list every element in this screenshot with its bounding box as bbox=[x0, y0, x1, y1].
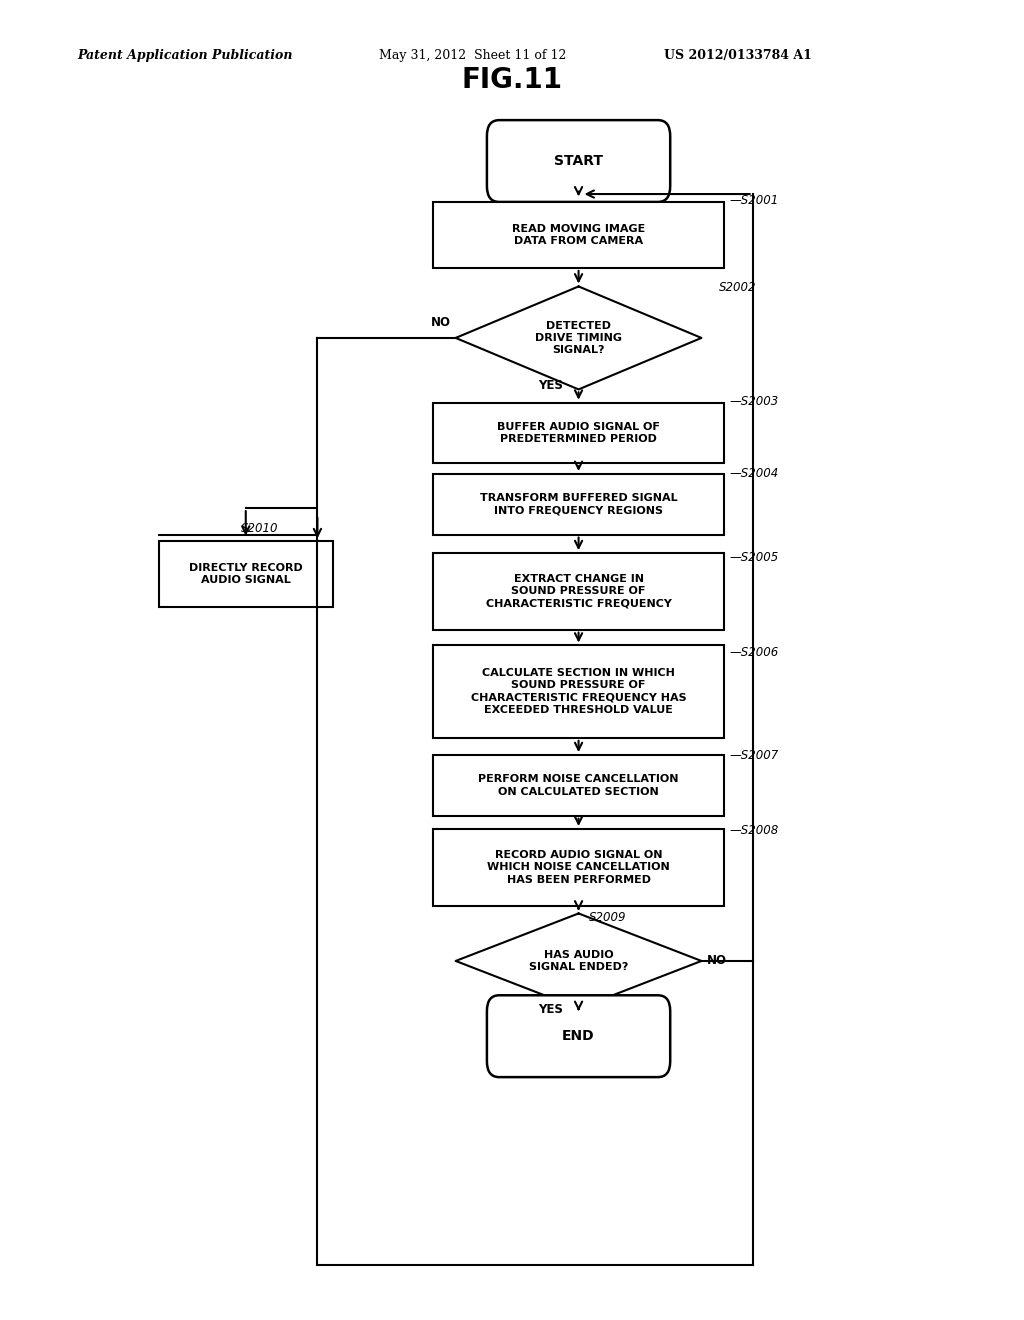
Text: DETECTED
DRIVE TIMING
SIGNAL?: DETECTED DRIVE TIMING SIGNAL? bbox=[536, 321, 622, 355]
Text: PERFORM NOISE CANCELLATION
ON CALCULATED SECTION: PERFORM NOISE CANCELLATION ON CALCULATED… bbox=[478, 775, 679, 796]
Bar bbox=[432, 755, 725, 816]
Text: —S2008: —S2008 bbox=[729, 824, 779, 837]
Bar bbox=[159, 541, 333, 607]
Text: FIG.11: FIG.11 bbox=[462, 66, 562, 94]
Text: TRANSFORM BUFFERED SIGNAL
INTO FREQUENCY REGIONS: TRANSFORM BUFFERED SIGNAL INTO FREQUENCY… bbox=[480, 494, 677, 515]
Text: —S2006: —S2006 bbox=[729, 645, 779, 659]
Polygon shape bbox=[456, 286, 701, 389]
Text: May 31, 2012  Sheet 11 of 12: May 31, 2012 Sheet 11 of 12 bbox=[379, 49, 566, 62]
Text: DIRECTLY RECORD
AUDIO SIGNAL: DIRECTLY RECORD AUDIO SIGNAL bbox=[188, 564, 303, 585]
Text: YES: YES bbox=[539, 1003, 563, 1016]
Text: CALCULATE SECTION IN WHICH
SOUND PRESSURE OF
CHARACTERISTIC FREQUENCY HAS
EXCEED: CALCULATE SECTION IN WHICH SOUND PRESSUR… bbox=[471, 668, 686, 715]
Text: —S2003: —S2003 bbox=[729, 395, 779, 408]
Text: YES: YES bbox=[539, 379, 563, 392]
Text: S2010: S2010 bbox=[241, 521, 279, 535]
Text: —S2007: —S2007 bbox=[729, 748, 779, 762]
Text: Patent Application Publication: Patent Application Publication bbox=[77, 49, 292, 62]
Text: NO: NO bbox=[430, 315, 451, 329]
Text: —S2004: —S2004 bbox=[729, 467, 779, 480]
Text: S2002: S2002 bbox=[719, 281, 757, 294]
FancyBboxPatch shape bbox=[486, 120, 670, 202]
Text: END: END bbox=[562, 1030, 595, 1043]
Bar bbox=[432, 474, 725, 535]
Text: —S2001: —S2001 bbox=[729, 194, 779, 207]
Text: S2009: S2009 bbox=[589, 911, 627, 924]
Text: READ MOVING IMAGE
DATA FROM CAMERA: READ MOVING IMAGE DATA FROM CAMERA bbox=[512, 224, 645, 246]
Text: —S2005: —S2005 bbox=[729, 550, 779, 564]
Bar bbox=[432, 202, 725, 268]
Text: NO: NO bbox=[707, 954, 727, 968]
Bar bbox=[432, 645, 725, 738]
Text: US 2012/0133784 A1: US 2012/0133784 A1 bbox=[664, 49, 811, 62]
Polygon shape bbox=[456, 913, 701, 1008]
Text: START: START bbox=[554, 154, 603, 168]
Text: BUFFER AUDIO SIGNAL OF
PREDETERMINED PERIOD: BUFFER AUDIO SIGNAL OF PREDETERMINED PER… bbox=[497, 422, 660, 444]
Bar bbox=[432, 829, 725, 906]
Text: EXTRACT CHANGE IN
SOUND PRESSURE OF
CHARACTERISTIC FREQUENCY: EXTRACT CHANGE IN SOUND PRESSURE OF CHAR… bbox=[485, 574, 672, 609]
Text: HAS AUDIO
SIGNAL ENDED?: HAS AUDIO SIGNAL ENDED? bbox=[528, 950, 629, 972]
Bar bbox=[432, 553, 725, 630]
Bar bbox=[432, 403, 725, 463]
FancyBboxPatch shape bbox=[486, 995, 670, 1077]
Text: RECORD AUDIO SIGNAL ON
WHICH NOISE CANCELLATION
HAS BEEN PERFORMED: RECORD AUDIO SIGNAL ON WHICH NOISE CANCE… bbox=[487, 850, 670, 884]
